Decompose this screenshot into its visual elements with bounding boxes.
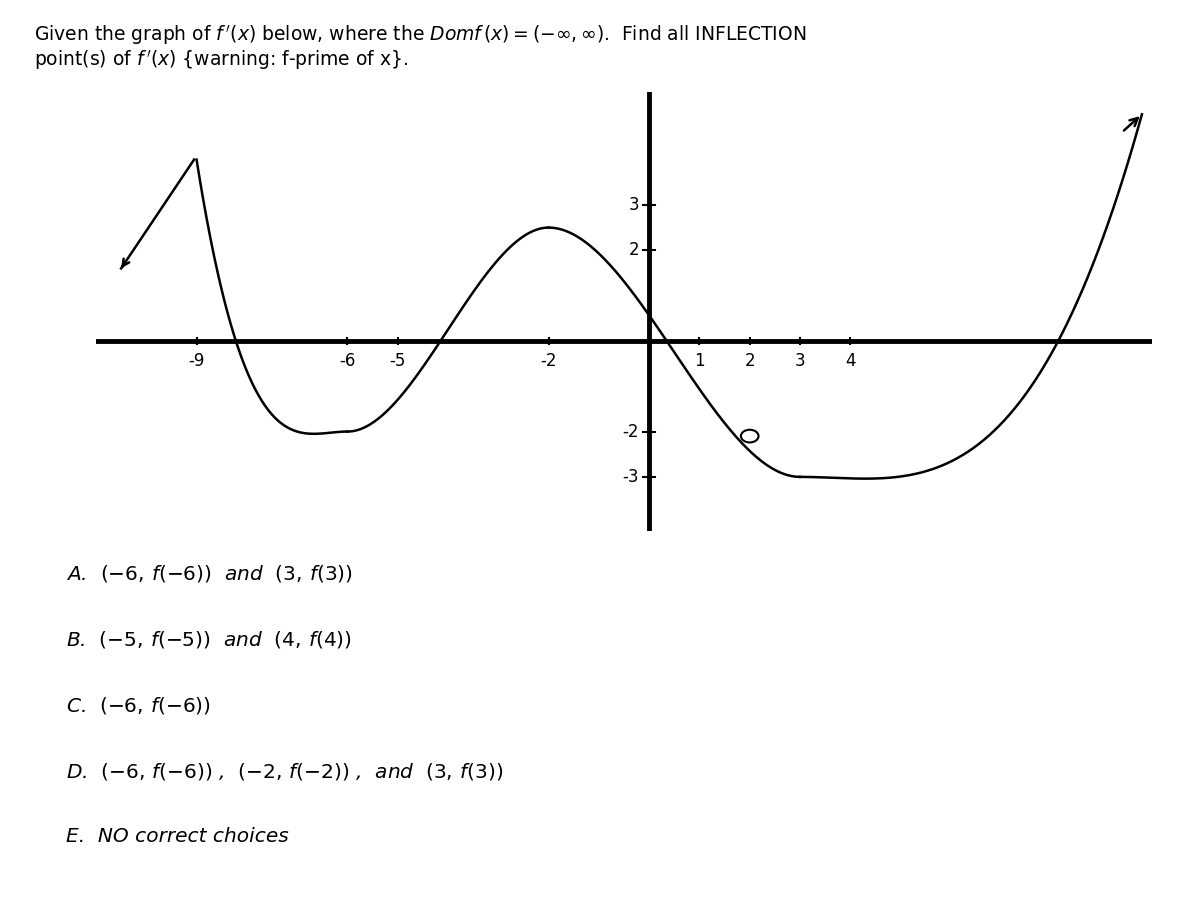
Text: -3: -3 (623, 468, 640, 485)
Text: 2: 2 (744, 353, 755, 370)
Text: -2: -2 (540, 353, 557, 370)
Text: 4: 4 (845, 353, 856, 370)
Text: 2: 2 (629, 241, 640, 259)
Text: -5: -5 (390, 353, 406, 370)
Text: 1: 1 (694, 353, 704, 370)
Text: -9: -9 (188, 353, 205, 370)
Text: 3: 3 (794, 353, 805, 370)
Text: C.  $(-6,\,f(-6))$: C. $(-6,\,f(-6))$ (66, 695, 211, 716)
Text: B.  $(-5,\,f(-5))$  $\mathit{and}$  $(4,\,f(4))$: B. $(-5,\,f(-5))$ $\mathit{and}$ $(4,\,f… (66, 629, 352, 650)
Text: point(s) of $f\,' (x)$ {warning: f-prime of x}.: point(s) of $f\,' (x)$ {warning: f-prime… (34, 48, 408, 71)
Text: D.  $(-6,\,f(-6))$ ,  $(-2,\,f(-2))$ ,  $\mathit{and}$  $(3,\,f(3))$: D. $(-6,\,f(-6))$ , $(-2,\,f(-2))$ , $\m… (66, 761, 503, 782)
Text: 3: 3 (629, 196, 640, 214)
Text: Given the graph of $f\,' (x)$ below, where the $\mathit{Dom}f\,(x) = (-\infty, \: Given the graph of $f\,' (x)$ below, whe… (34, 23, 806, 47)
Text: A.  $(-6,\,f(-6))$  $\mathit{and}$  $(3,\,f(3))$: A. $(-6,\,f(-6))$ $\mathit{and}$ $(3,\,f… (66, 563, 353, 584)
Text: -2: -2 (623, 422, 640, 441)
Text: -6: -6 (340, 353, 355, 370)
Text: E.  NO correct choices: E. NO correct choices (66, 827, 289, 846)
